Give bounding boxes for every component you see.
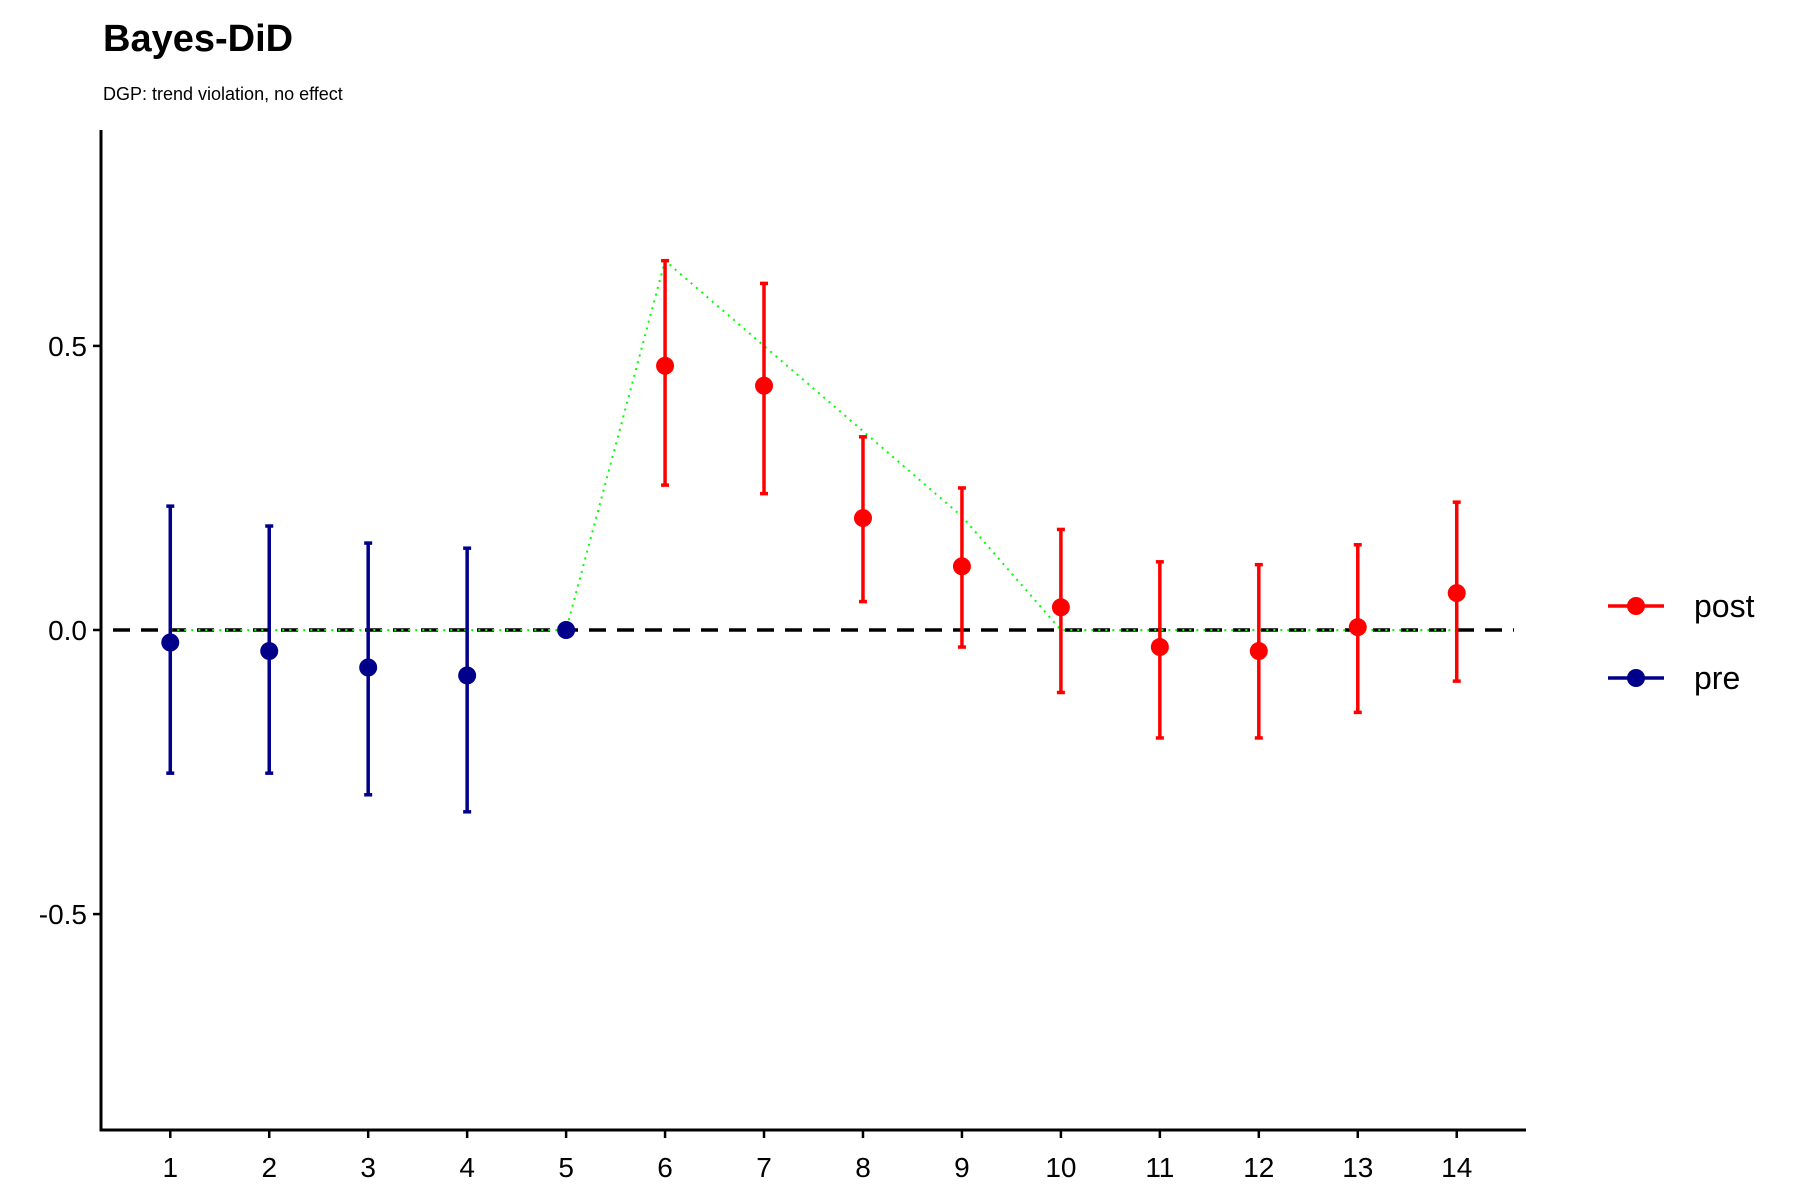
data-point	[161, 633, 180, 652]
x-tick-label: 1	[162, 1152, 178, 1183]
chart-title: Bayes-DiD	[103, 18, 294, 60]
x-tick-label: 12	[1243, 1152, 1274, 1183]
true-effect-line	[170, 258, 1457, 631]
chart-subtitle: DGP: trend violation, no effect	[103, 84, 343, 104]
data-point	[557, 621, 576, 639]
data-point	[952, 557, 971, 576]
data-point	[1249, 642, 1268, 661]
legend-key-point	[1627, 669, 1645, 687]
x-tick-label: 11	[1145, 1152, 1174, 1183]
x-tick-label: 5	[558, 1152, 574, 1183]
x-tick-label: 3	[360, 1152, 376, 1183]
x-tick-label: 13	[1342, 1152, 1373, 1183]
x-tick-label: 7	[756, 1152, 772, 1183]
legend-key-point	[1627, 597, 1645, 615]
x-tick-label: 14	[1441, 1152, 1472, 1183]
data-point	[656, 356, 675, 375]
x-tick-label: 4	[459, 1152, 475, 1183]
x-tick-label: 2	[261, 1152, 277, 1183]
data-point	[1150, 638, 1169, 657]
data-point	[755, 376, 774, 395]
x-tick-label: 10	[1045, 1152, 1076, 1183]
data-point	[1348, 618, 1367, 637]
x-tick-label: 9	[954, 1152, 970, 1183]
x-tick-label: 6	[657, 1152, 673, 1183]
legend-label: post	[1694, 588, 1755, 624]
data-point	[260, 642, 279, 661]
data-point	[1051, 598, 1070, 617]
y-tick-label: 0.0	[48, 615, 87, 646]
y-tick-label: -0.5	[39, 899, 87, 930]
data-point	[359, 658, 378, 677]
data-point	[458, 666, 477, 685]
y-tick-label: 0.5	[48, 331, 87, 362]
legend-label: pre	[1694, 660, 1740, 696]
x-tick-label: 8	[855, 1152, 871, 1183]
data-point	[853, 509, 872, 528]
data-point	[1447, 584, 1466, 603]
